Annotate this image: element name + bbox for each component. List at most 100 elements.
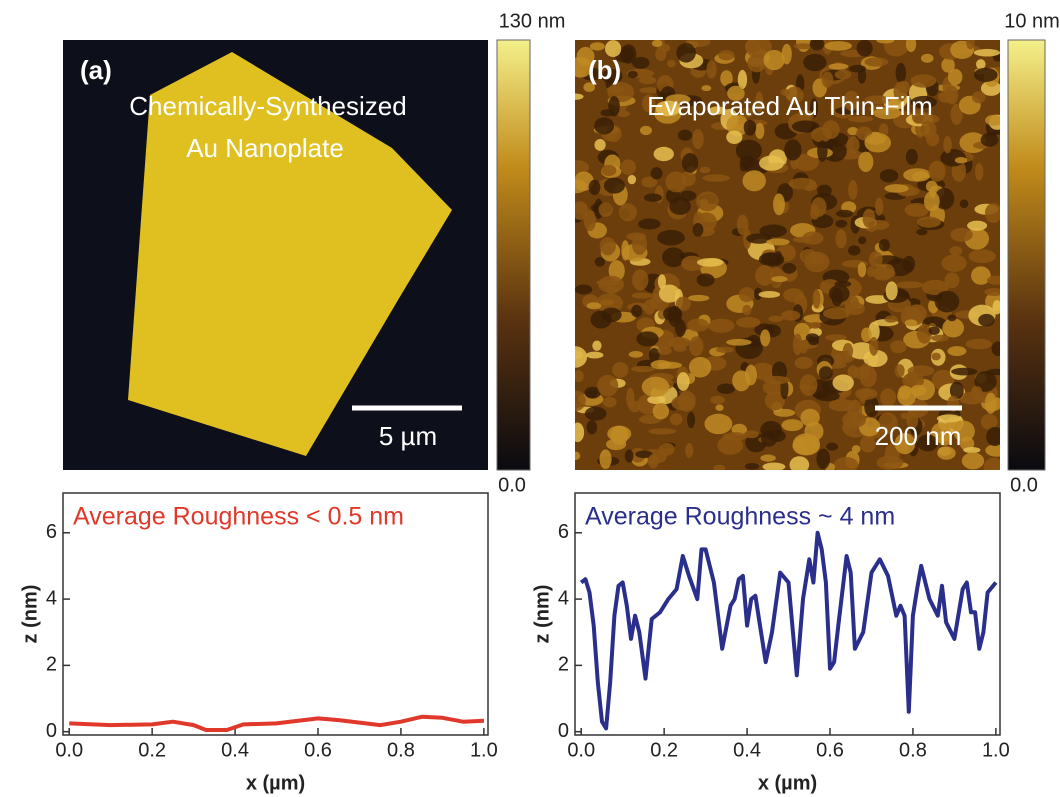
grain — [713, 465, 725, 473]
grain — [644, 299, 656, 314]
grain — [782, 263, 796, 274]
grain — [943, 136, 952, 153]
grain — [810, 38, 825, 51]
grain — [632, 269, 648, 290]
x-tick-label: 0.8 — [899, 739, 927, 761]
grain — [992, 341, 1005, 356]
grain — [675, 319, 686, 337]
grain — [974, 49, 1000, 57]
grain — [682, 153, 698, 173]
x-tick-label: 0.6 — [304, 739, 332, 761]
grain — [824, 41, 852, 51]
grain — [962, 452, 984, 469]
grain — [895, 364, 905, 378]
grain — [808, 253, 825, 264]
grain — [717, 384, 735, 394]
grain — [628, 71, 638, 78]
grain — [858, 236, 866, 244]
grain — [985, 115, 1003, 126]
grain — [985, 203, 1002, 223]
figure: (a) Chemically-Synthesized Au Nanoplate … — [0, 0, 1060, 797]
y-tick-label: 2 — [558, 654, 569, 676]
grain — [761, 253, 780, 265]
grain — [876, 37, 894, 44]
grain — [880, 169, 899, 182]
grain — [692, 129, 703, 149]
grain — [810, 322, 821, 329]
grain — [670, 413, 683, 425]
y-tick-label: 6 — [46, 521, 57, 543]
grain — [679, 191, 696, 201]
grain — [884, 36, 909, 57]
grain — [822, 120, 840, 139]
grain — [967, 221, 987, 231]
caption: Au Nanoplate — [186, 133, 344, 163]
grain — [568, 94, 584, 100]
x-axis-label: x (µm) — [758, 772, 817, 794]
grain — [857, 40, 873, 57]
grain — [568, 391, 586, 411]
grain — [903, 256, 915, 272]
grain — [828, 63, 848, 69]
grain — [760, 329, 770, 346]
grain — [702, 174, 730, 181]
grain — [639, 76, 657, 84]
grain — [942, 254, 967, 271]
grain — [963, 447, 980, 453]
grain — [869, 337, 878, 356]
grain — [916, 229, 927, 235]
grain — [921, 54, 934, 63]
grain — [608, 96, 620, 116]
grain — [855, 388, 877, 400]
grain — [848, 180, 857, 200]
grain — [975, 163, 984, 181]
grain — [955, 157, 967, 163]
grain — [629, 351, 643, 358]
x-tick-label: 0.4 — [733, 739, 761, 761]
grain — [969, 249, 996, 263]
grain — [910, 74, 936, 87]
grain — [572, 452, 581, 460]
grain — [673, 345, 686, 352]
caption: Chemically-Synthesized — [129, 91, 406, 121]
grain — [763, 376, 790, 384]
colorbar-max: 10 nm — [1004, 10, 1060, 32]
grain — [663, 307, 682, 322]
grain — [742, 305, 751, 316]
grain — [984, 458, 1005, 478]
grain — [732, 370, 750, 391]
grain — [693, 223, 704, 237]
grain — [876, 456, 903, 470]
grain — [986, 427, 1004, 446]
grain — [715, 404, 723, 411]
grain — [631, 366, 655, 372]
scale-label: 200 nm — [875, 421, 962, 451]
grain — [590, 42, 605, 50]
grain — [710, 396, 725, 404]
grain — [651, 360, 672, 369]
grain — [584, 210, 596, 231]
grain — [874, 273, 890, 280]
grain — [784, 139, 801, 160]
grain — [976, 59, 986, 69]
grain — [744, 120, 757, 136]
grain — [781, 310, 800, 320]
grain — [636, 331, 658, 346]
grain — [906, 36, 916, 52]
grain — [865, 57, 889, 66]
grain — [867, 266, 876, 277]
grain — [759, 156, 784, 171]
y-axis-label: z (nm) — [531, 585, 553, 644]
grain — [906, 149, 918, 165]
annotation: Average Roughness < 0.5 nm — [73, 503, 404, 531]
grain — [706, 60, 716, 78]
grain — [972, 91, 986, 103]
grain — [604, 178, 625, 194]
grain — [651, 167, 663, 179]
grain — [935, 291, 960, 313]
grain — [689, 336, 703, 356]
grain — [745, 463, 759, 470]
x-axis-label: x (µm) — [246, 772, 305, 794]
grain — [716, 347, 734, 353]
grain — [848, 245, 860, 255]
